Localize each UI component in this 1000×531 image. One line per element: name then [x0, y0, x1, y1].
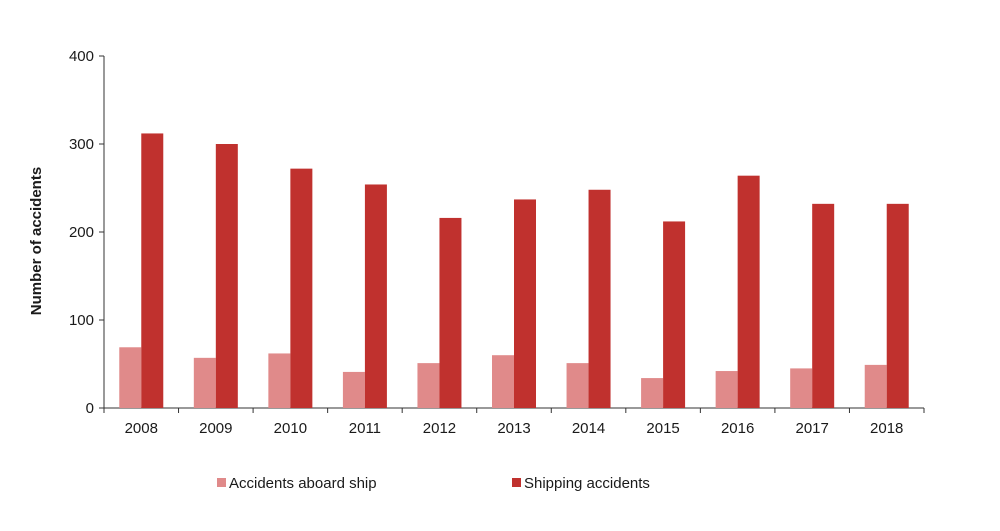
y-tick-label: 0: [86, 400, 94, 417]
bar-shipping-accidents: [588, 189, 611, 408]
bar-shipping-accidents: [663, 221, 686, 408]
bar-accidents-aboard-ship: [790, 368, 813, 408]
bar-shipping-accidents: [364, 184, 387, 408]
y-tick-label: 100: [69, 312, 94, 329]
bar-shipping-accidents: [141, 133, 164, 408]
bars: [119, 133, 909, 408]
bar-shipping-accidents: [215, 144, 238, 408]
bar-shipping-accidents: [812, 203, 835, 408]
bar-accidents-aboard-ship: [492, 355, 514, 408]
bar-accidents-aboard-ship: [119, 347, 142, 408]
x-tick-label: 2018: [870, 420, 903, 437]
bar-accidents-aboard-ship: [566, 363, 589, 408]
bar-shipping-accidents: [439, 217, 462, 408]
bar-accidents-aboard-ship: [268, 353, 291, 408]
y-axis-title: Number of accidents: [28, 167, 45, 315]
bar-accidents-aboard-ship: [864, 364, 887, 408]
x-tick-label: 2017: [795, 420, 828, 437]
bar-accidents-aboard-ship: [342, 371, 365, 408]
legend-label: Shipping accidents: [524, 475, 650, 492]
x-tick-label: 2009: [199, 420, 232, 437]
bar-accidents-aboard-ship: [641, 378, 664, 408]
bar-accidents-aboard-ship: [715, 371, 738, 408]
y-tick-labels: 0 100 200 300 400: [69, 48, 94, 417]
x-tick-label: 2013: [497, 420, 530, 437]
y-tick-label: 400: [69, 48, 94, 65]
x-tick-label: 2012: [423, 420, 456, 437]
x-tick-label: 2008: [125, 420, 158, 437]
legend-swatch: [217, 478, 226, 487]
y-tick-label: 200: [69, 224, 94, 241]
y-tick-label: 300: [69, 136, 94, 153]
x-tick-label: 2016: [721, 420, 754, 437]
bar-shipping-accidents: [737, 175, 760, 408]
legend-label: Accidents aboard ship: [229, 475, 377, 492]
x-tick-label: 2011: [349, 420, 381, 437]
bar-accidents-aboard-ship: [193, 357, 216, 408]
bar-accidents-aboard-ship: [417, 363, 440, 408]
x-tick-label: 2015: [646, 420, 679, 437]
x-tick-labels: 2008 2009 2010 2011 2012 2013 2014 2015 2016 2017…: [125, 420, 904, 437]
x-tick-label: 2014: [572, 420, 605, 437]
bar-shipping-accidents: [514, 199, 536, 408]
legend-swatch: [512, 478, 521, 487]
bar-shipping-accidents: [290, 168, 313, 408]
legend: Accidents aboard ship Shipping accidents: [217, 475, 650, 492]
bar-shipping-accidents: [886, 203, 909, 408]
x-tick-label: 2010: [274, 420, 307, 437]
